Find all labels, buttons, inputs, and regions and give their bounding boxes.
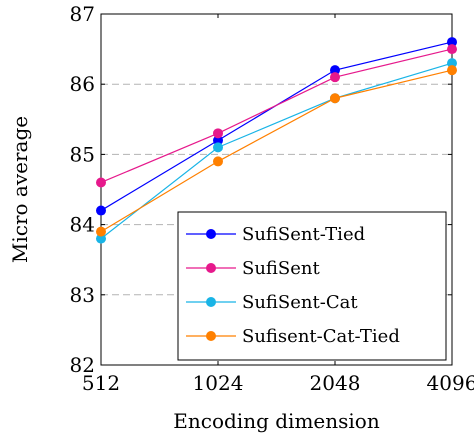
data-point: [96, 205, 106, 216]
series-line: [100, 69, 453, 233]
legend-label: SufiSent-Cat: [242, 292, 358, 313]
data-point: [330, 93, 340, 104]
data-point: [330, 72, 340, 83]
y-tick-label: 84: [70, 213, 95, 237]
legend: SufiSent-Tied SufiSent SufiSent-Cat Sufisen…: [177, 211, 447, 361]
x-tick-label: 512: [82, 371, 120, 395]
x-tick-label: 2048: [310, 371, 361, 395]
legend-label: SufiSent: [242, 258, 321, 279]
data-point: [447, 44, 457, 55]
legend-box: [177, 211, 447, 361]
legend-swatch-marker: [206, 229, 216, 239]
y-tick-label: 86: [70, 72, 95, 96]
series-group: [96, 37, 457, 244]
plot-area: [100, 13, 453, 366]
axis-ticks: 82 83 84 85 86 87 512 1024 2048 4096: [70, 2, 474, 395]
y-tick-label: 85: [70, 142, 95, 166]
data-point: [213, 142, 223, 153]
legend-label: Sufisent-Cat-Tied: [242, 326, 400, 347]
data-point: [213, 135, 223, 146]
x-axis-title: Encoding dimension: [173, 409, 380, 433]
y-tick-label: 87: [70, 2, 95, 26]
legend-swatch-marker: [206, 263, 216, 273]
legend-label: SufiSent-Tied: [242, 224, 365, 245]
legend-swatch-marker: [206, 297, 216, 307]
data-point: [330, 65, 340, 76]
x-tick-label: 1024: [193, 371, 244, 395]
data-point: [447, 58, 457, 69]
data-point: [447, 37, 457, 48]
data-point: [96, 226, 106, 237]
data-point: [213, 128, 223, 139]
y-tick-label: 82: [70, 353, 95, 377]
data-point: [213, 156, 223, 167]
data-point: [447, 65, 457, 76]
series-line: [100, 62, 453, 240]
data-point: [96, 177, 106, 188]
series-line: [100, 41, 453, 212]
x-tick-label: 4096: [427, 371, 474, 395]
legend-swatch-marker: [206, 331, 216, 341]
y-axis-title: Micro average: [8, 116, 32, 263]
data-point: [96, 233, 106, 244]
series-line: [100, 48, 453, 184]
y-tick-label: 83: [70, 283, 95, 307]
